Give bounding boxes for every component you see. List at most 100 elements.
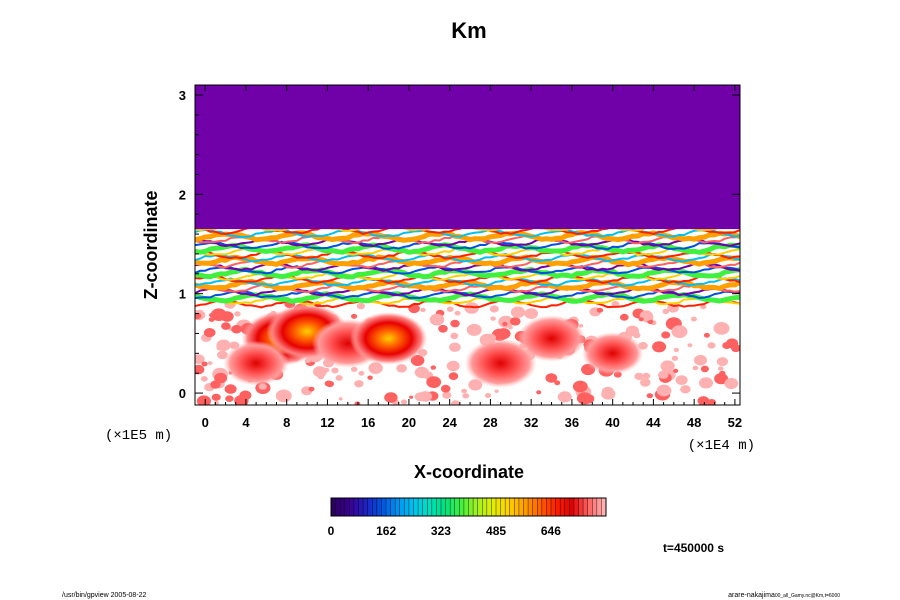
colorbar-swatch bbox=[395, 498, 401, 516]
colorbar-swatch bbox=[551, 498, 556, 516]
y-axis-ticks: 0 1 2 3 bbox=[179, 88, 740, 401]
colorbar-tick-label: 485 bbox=[486, 524, 506, 538]
field-patch bbox=[231, 324, 242, 334]
footer-right: arare-nakajima00_all_Gamy.nc@Km,t=6000 bbox=[728, 592, 840, 599]
field-patch bbox=[430, 365, 436, 370]
x-tick-label: 28 bbox=[483, 415, 497, 430]
field-patch bbox=[356, 302, 365, 310]
y-axis-label: Z-coordinate bbox=[141, 190, 161, 299]
field-blob bbox=[517, 315, 586, 362]
footer-right-main: arare-nakajima bbox=[728, 592, 775, 599]
field-patch bbox=[446, 360, 460, 372]
colorbar-swatch bbox=[541, 498, 547, 516]
field-patch bbox=[209, 313, 215, 318]
field-patch bbox=[640, 378, 651, 387]
colorbar-swatch bbox=[477, 498, 483, 516]
x-tick-label: 4 bbox=[242, 415, 250, 430]
field-patch bbox=[596, 307, 604, 313]
field-patch bbox=[692, 365, 699, 371]
field-patch bbox=[700, 304, 707, 310]
colorbar-swatch bbox=[436, 498, 442, 516]
field-patch bbox=[490, 316, 496, 321]
field-blob bbox=[349, 311, 428, 365]
colorbar-swatch bbox=[399, 498, 405, 516]
field-patch bbox=[331, 367, 339, 374]
colorbar-swatch bbox=[404, 498, 410, 516]
field-patch bbox=[671, 355, 679, 361]
footer-left: /usr/bin/gpview 2005-08-22 bbox=[62, 592, 147, 599]
field-patch bbox=[214, 400, 219, 405]
field-patch bbox=[216, 344, 225, 351]
field-patch bbox=[502, 321, 508, 327]
field-patch bbox=[642, 372, 651, 380]
field-patch bbox=[335, 375, 343, 381]
x-tick-label: 36 bbox=[565, 415, 579, 430]
colorbar-swatch bbox=[482, 498, 488, 516]
field-patch bbox=[724, 378, 739, 389]
field-patch bbox=[619, 313, 629, 321]
plot-area bbox=[195, 85, 740, 405]
x-axis-unit: (×1E4 m) bbox=[688, 438, 755, 454]
field-patch bbox=[496, 328, 511, 340]
colorbar-swatch bbox=[583, 498, 589, 516]
colorbar-swatch bbox=[353, 498, 359, 516]
field-patch bbox=[489, 305, 499, 313]
field-patch bbox=[647, 319, 654, 325]
colorbar-swatch bbox=[601, 498, 607, 516]
colorbar bbox=[330, 498, 607, 516]
field-patch bbox=[196, 395, 211, 405]
colorbar-tick-labels: 0 162 323 485 646 bbox=[328, 524, 562, 538]
field-patch bbox=[601, 388, 616, 400]
field-patch bbox=[687, 343, 693, 348]
field-patch bbox=[449, 342, 461, 352]
field-patch bbox=[214, 372, 228, 384]
field-patch bbox=[354, 380, 364, 388]
field-patch bbox=[693, 354, 708, 366]
field-patch bbox=[717, 366, 724, 371]
colorbar-swatch bbox=[340, 498, 346, 516]
field-patch bbox=[660, 360, 675, 372]
field-patch bbox=[700, 365, 710, 373]
field-patch bbox=[195, 312, 202, 320]
field-patch bbox=[638, 317, 644, 322]
colorbar-swatch bbox=[463, 498, 469, 516]
field-patch bbox=[358, 370, 365, 376]
colorbar-swatch bbox=[431, 498, 437, 516]
field-patch bbox=[195, 364, 205, 375]
x-axis-label: X-coordinate bbox=[414, 462, 524, 482]
colorbar-swatch bbox=[408, 498, 414, 516]
field-patch bbox=[494, 389, 499, 393]
plot-frame bbox=[194, 84, 741, 406]
field-patch bbox=[367, 375, 373, 380]
field-patch bbox=[524, 308, 538, 319]
colorbar-swatch bbox=[486, 498, 492, 516]
field-patch bbox=[221, 322, 231, 330]
field-patch bbox=[673, 347, 679, 353]
colorbar-swatch bbox=[367, 498, 373, 516]
field-patch bbox=[442, 391, 452, 399]
y-tick-label: 1 bbox=[179, 287, 186, 302]
field-patch bbox=[201, 361, 208, 367]
field-patch bbox=[400, 399, 408, 405]
x-tick-label: 44 bbox=[646, 415, 661, 430]
chart-title: Km bbox=[451, 18, 486, 43]
colorbar-swatch bbox=[422, 498, 428, 516]
x-tick-label: 52 bbox=[728, 415, 742, 430]
field-patch bbox=[420, 307, 426, 313]
colorbar-swatch bbox=[573, 498, 579, 516]
field-patch bbox=[338, 397, 343, 401]
field-patch bbox=[275, 389, 292, 403]
field-patch bbox=[308, 386, 315, 392]
field-patch bbox=[324, 380, 333, 387]
x-axis-ticks: 0 4 8 12 16 20 24 28 32 36 40 44 48 52 bbox=[202, 85, 742, 430]
colorbar-frame bbox=[330, 497, 607, 517]
colorbar-swatch bbox=[592, 498, 598, 516]
lower-turbulent-layer bbox=[195, 299, 740, 405]
field-patch bbox=[498, 315, 514, 328]
x-tick-label: 16 bbox=[361, 415, 375, 430]
field-patch bbox=[429, 313, 445, 326]
field-patch bbox=[714, 373, 729, 385]
colorbar-swatch bbox=[441, 498, 446, 516]
colorbar-tick-label: 0 bbox=[328, 524, 335, 538]
